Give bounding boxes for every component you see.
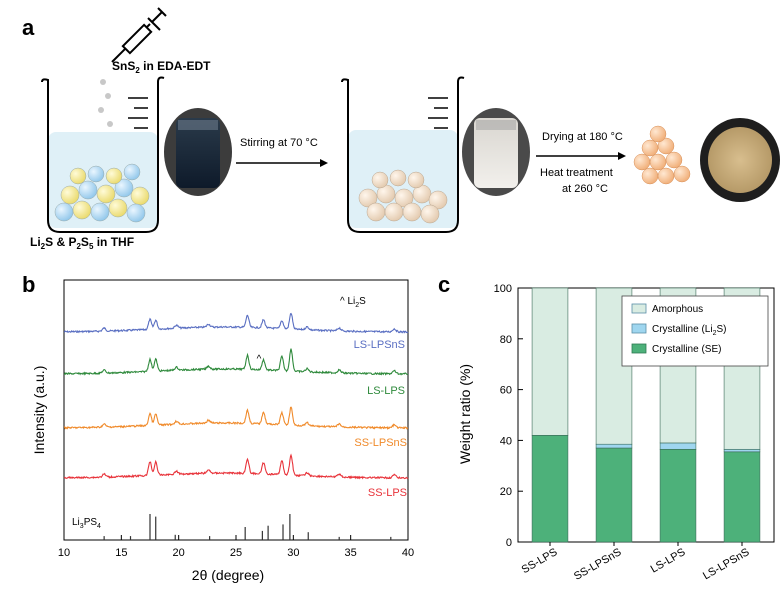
xrd-series-label: LS-LPS <box>367 385 405 397</box>
sns2-label: SnS2 in EDA-EDT <box>112 59 211 75</box>
syringe-icon <box>111 7 167 63</box>
powder-photo <box>700 118 780 202</box>
li2s-peak-marker: ^ <box>257 354 262 365</box>
legend-swatch-li2s <box>631 323 647 334</box>
xrd-trace-ss-lpsns <box>63 406 408 430</box>
xrd-x-tick-label: 25 <box>230 547 242 559</box>
vial-photo-2 <box>462 108 530 196</box>
beaker-1 <box>41 76 165 233</box>
bar-segment <box>595 443 633 449</box>
li2s-marker-legend: ^ Li2S <box>340 296 366 309</box>
xrd-plot-frame <box>63 279 409 541</box>
xrd-x-tick-label: 20 <box>173 547 185 559</box>
xrd-x-tick-label: 40 <box>402 547 414 559</box>
legend-swatch-amorphous <box>631 303 647 314</box>
panel-c-label: c <box>438 272 450 297</box>
xrd-plot-area: 10 15 20 25 30 35 40 LS-LPSnS LS-LPS SS-LPSnS SS-L… <box>58 312 414 559</box>
beaker-2 <box>341 76 465 233</box>
mixed-particles <box>358 169 448 224</box>
panel-b: b 10 15 20 25 30 35 40 LS-LPSnS LS-LPS SS-LPSnS SS… <box>22 272 414 583</box>
arrow-2 <box>536 152 626 160</box>
legend-swatch-se <box>631 343 647 354</box>
reactant-particles <box>54 163 150 223</box>
product-particles <box>633 125 691 185</box>
bar-category-label: SS-LPS <box>520 546 560 576</box>
panel-a-label: a <box>22 15 35 40</box>
bar-y-tick-label: 60 <box>500 385 512 397</box>
li3ps4-reference-label: Li3PS4 <box>72 517 101 530</box>
xrd-trace-ls-lps <box>63 348 409 376</box>
bar-category-label: SS-LPSnS <box>572 546 624 583</box>
bar-y-tick-label: 20 <box>500 486 512 498</box>
xrd-x-tick-label: 15 <box>115 547 127 559</box>
panel-a: a SnS2 in EDA-EDT <box>22 7 780 251</box>
xrd-y-axis-title: Intensity (a.u.) <box>31 366 47 455</box>
legend-li2s: Crystalline (Li2S) <box>652 324 726 337</box>
xrd-x-axis-title: 2θ (degree) <box>192 567 264 583</box>
arrow-1 <box>236 159 328 167</box>
bar-segment <box>531 287 569 436</box>
bar-y-axis-title: Weight ratio (%) <box>457 364 473 464</box>
bar-y-tick-label: 100 <box>494 283 512 295</box>
bar-segment <box>531 435 569 543</box>
panel-b-label: b <box>22 272 35 297</box>
li2s-p2s5-label: Li2S & P2S5 in THF <box>30 235 134 251</box>
bar-segment <box>659 448 697 543</box>
xrd-x-tick-label: 10 <box>58 547 70 559</box>
step1-label: Stirring at 70 °C <box>240 137 318 149</box>
xrd-series-label: LS-LPSnS <box>354 339 405 351</box>
bar-legend: Amorphous Crystalline (Li2S) Crystalline… <box>621 295 769 367</box>
bar-segment <box>659 442 697 450</box>
xrd-x-tick-label: 35 <box>345 547 357 559</box>
xrd-trace-ls-lpsns <box>63 312 409 334</box>
xrd-series-label: SS-LPSnS <box>354 437 407 449</box>
vial-photo-1 <box>164 108 232 196</box>
bar-category-label: LS-LPSnS <box>701 546 751 582</box>
bar-segment <box>595 447 633 543</box>
legend-amorphous: Amorphous <box>652 304 703 315</box>
panel-c: c 0 20 40 60 80 100 SS-LPS SS-LPSnS LS-LPS LS-LPS… <box>438 272 775 583</box>
bar-y-tick-label: 40 <box>500 435 512 447</box>
bar-category-label: LS-LPS <box>649 546 688 575</box>
step2-heat-label: Heat treatment <box>540 167 613 179</box>
legend-se: Crystalline (SE) <box>652 344 721 355</box>
bar-plot-frame <box>517 287 775 543</box>
xrd-x-tick-label: 30 <box>287 547 299 559</box>
bar-y-tick-label: 0 <box>506 537 512 549</box>
bar-y-tick-label: 80 <box>500 334 512 346</box>
step2-drying-label: Drying at 180 °C <box>542 131 623 143</box>
step2-temp-label: at 260 °C <box>562 183 608 195</box>
xrd-trace-ss-lps <box>63 453 409 480</box>
bar-segment <box>723 448 761 453</box>
bar-segment <box>723 451 761 543</box>
xrd-series-label: SS-LPS <box>368 487 407 499</box>
